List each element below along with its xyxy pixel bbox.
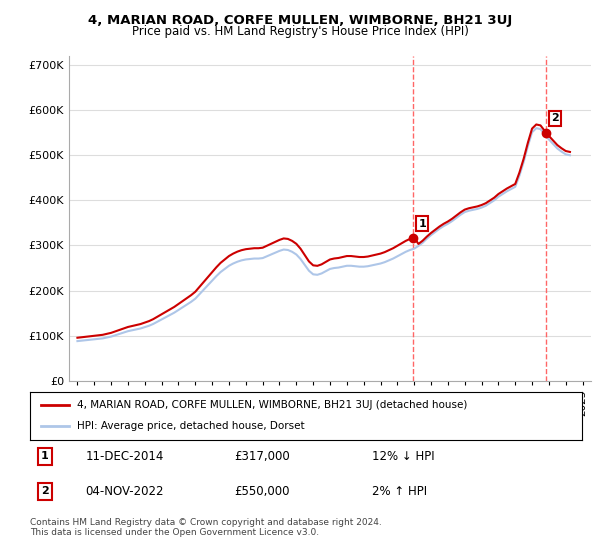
Text: 04-NOV-2022: 04-NOV-2022	[85, 485, 164, 498]
Text: 2: 2	[551, 114, 559, 123]
Text: Contains HM Land Registry data © Crown copyright and database right 2024.
This d: Contains HM Land Registry data © Crown c…	[30, 518, 382, 538]
Text: 4, MARIAN ROAD, CORFE MULLEN, WIMBORNE, BH21 3UJ: 4, MARIAN ROAD, CORFE MULLEN, WIMBORNE, …	[88, 14, 512, 27]
Text: 2: 2	[41, 487, 49, 496]
Text: Price paid vs. HM Land Registry's House Price Index (HPI): Price paid vs. HM Land Registry's House …	[131, 25, 469, 38]
Text: 11-DEC-2014: 11-DEC-2014	[85, 450, 164, 463]
Text: HPI: Average price, detached house, Dorset: HPI: Average price, detached house, Dors…	[77, 421, 305, 431]
Text: 2% ↑ HPI: 2% ↑ HPI	[372, 485, 427, 498]
Text: 12% ↓ HPI: 12% ↓ HPI	[372, 450, 435, 463]
Text: £317,000: £317,000	[234, 450, 290, 463]
Text: 1: 1	[41, 451, 49, 461]
Text: 4, MARIAN ROAD, CORFE MULLEN, WIMBORNE, BH21 3UJ (detached house): 4, MARIAN ROAD, CORFE MULLEN, WIMBORNE, …	[77, 400, 467, 410]
Text: £550,000: £550,000	[234, 485, 290, 498]
Text: 1: 1	[418, 218, 426, 228]
